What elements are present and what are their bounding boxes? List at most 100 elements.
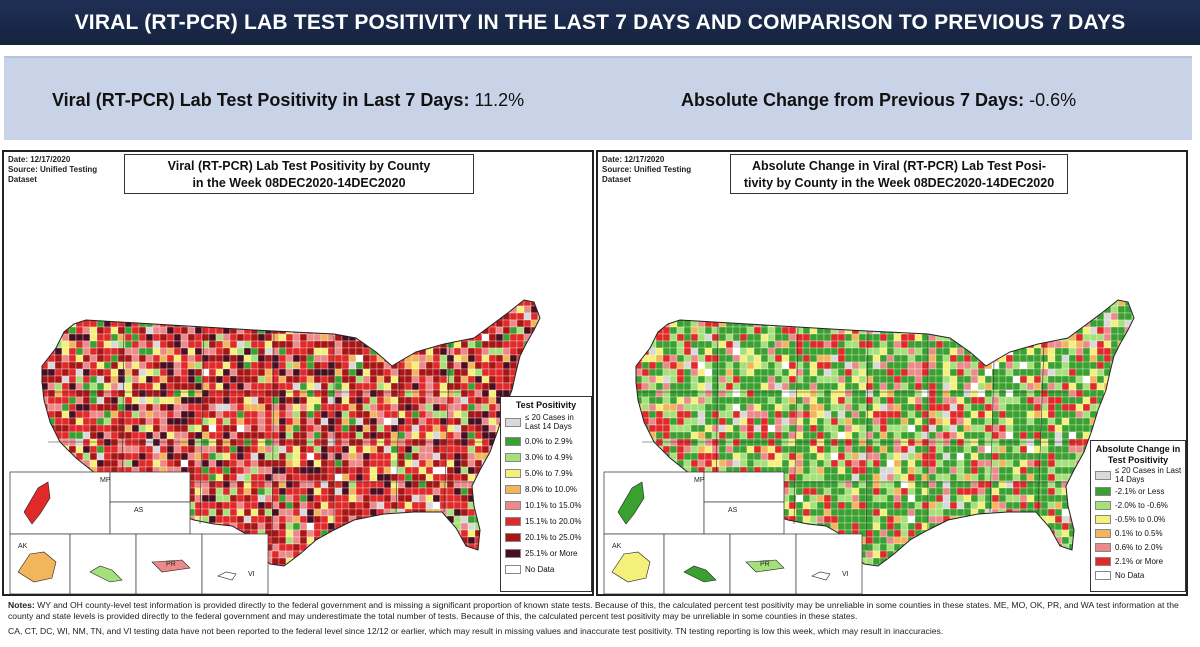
state-border [443, 343, 451, 513]
county-cell [97, 292, 104, 299]
county-cell [348, 375, 357, 384]
county-cell [1033, 466, 1042, 475]
county-cell [425, 312, 434, 321]
county-cell [942, 403, 951, 412]
county-cell [655, 300, 664, 307]
county-cell [893, 361, 902, 370]
county-cell [215, 319, 224, 328]
county-cell [1110, 305, 1119, 314]
county-cell [1075, 354, 1084, 363]
county-cell [159, 347, 168, 356]
county-cell [467, 375, 476, 384]
county-cell [320, 361, 329, 370]
county-cell [914, 333, 923, 342]
county-cell [1082, 452, 1091, 461]
county-cell [222, 452, 231, 461]
county-cell [292, 319, 301, 328]
county-cell [432, 459, 441, 468]
county-cell [222, 389, 231, 398]
county-cell [411, 403, 420, 412]
county-cell [306, 403, 315, 412]
county-cell [907, 300, 916, 307]
legend-title: Test Positivity [515, 400, 577, 410]
county-cell [823, 319, 832, 328]
county-cell [669, 403, 678, 412]
county-cell [446, 312, 455, 321]
county-cell [872, 445, 881, 454]
county-cell [697, 361, 706, 370]
county-cell [250, 522, 259, 531]
county-cell [439, 382, 448, 391]
county-cell [676, 382, 685, 391]
county-cell [977, 417, 986, 426]
legend-item: 8.0% to 10.0% [501, 481, 591, 497]
county-cell [117, 445, 126, 454]
county-cell [75, 382, 84, 391]
county-cell [47, 452, 56, 461]
county-cell [258, 292, 265, 299]
county-cell [34, 376, 41, 383]
county-cell [306, 417, 315, 426]
county-cell [201, 522, 210, 531]
county-cell [236, 410, 245, 419]
county-cell [865, 340, 874, 349]
county-cell [404, 466, 413, 475]
county-cell [194, 361, 203, 370]
county-cell [285, 389, 294, 398]
county-cell [474, 312, 483, 321]
county-cell [369, 564, 378, 566]
county-cell [229, 494, 238, 503]
county-cell [851, 473, 860, 482]
county-cell [334, 536, 343, 545]
county-cell [725, 382, 734, 391]
county-cell [774, 459, 783, 468]
county-cell [362, 354, 371, 363]
county-cell [285, 431, 294, 440]
county-cell [495, 305, 504, 314]
county-cell [306, 508, 315, 517]
county-cell [404, 424, 413, 433]
county-cell [495, 300, 504, 307]
county-cell [1047, 300, 1056, 307]
county-cell [257, 487, 266, 496]
county-cell [662, 333, 671, 342]
county-cell [788, 410, 797, 419]
county-cell [390, 424, 399, 433]
county-cell [697, 431, 706, 440]
county-cell [355, 550, 364, 559]
county-cell [103, 361, 112, 370]
county-cell [243, 354, 252, 363]
county-cell [739, 459, 748, 468]
county-cell [1012, 396, 1021, 405]
county-cell [453, 368, 462, 377]
county-cell [711, 312, 720, 321]
county-cell [935, 340, 944, 349]
county-cell [82, 410, 91, 419]
county-cell [998, 361, 1007, 370]
county-cell [383, 494, 392, 503]
county-cell [278, 340, 287, 349]
county-cell [893, 300, 902, 307]
county-cell [1012, 375, 1021, 384]
county-cell [411, 326, 420, 335]
change-map-panel: MP AS AK PR VI Date: 12/17/2020 Source: Unif… [596, 150, 1188, 596]
county-cell [292, 452, 301, 461]
county-cell [110, 403, 119, 412]
county-cell [1047, 354, 1056, 363]
county-cell [781, 403, 790, 412]
county-cell [851, 368, 860, 377]
county-cell [998, 326, 1007, 335]
county-cell [984, 382, 993, 391]
county-cell [278, 410, 287, 419]
county-cell [481, 473, 490, 482]
county-cell [159, 361, 168, 370]
county-cell [355, 361, 364, 370]
county-cell [124, 431, 133, 440]
county-cell [956, 326, 965, 335]
county-cell [152, 396, 161, 405]
county-cell [711, 452, 720, 461]
county-cell [711, 305, 720, 314]
county-cell [963, 417, 972, 426]
county-cell [362, 550, 371, 559]
county-cell [285, 543, 294, 552]
